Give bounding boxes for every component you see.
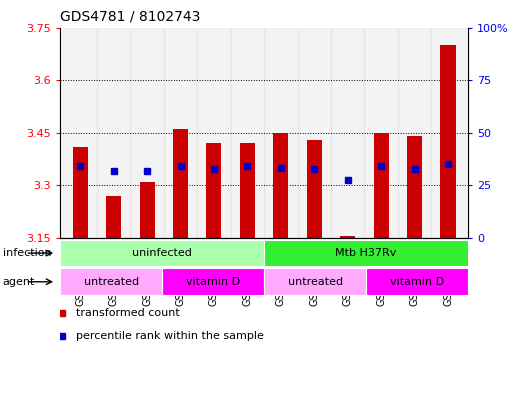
Bar bbox=[130, 28, 164, 238]
Text: vitamin D: vitamin D bbox=[186, 277, 240, 287]
Bar bbox=[60, 240, 264, 266]
Bar bbox=[162, 268, 264, 295]
Text: GDS4781 / 8102743: GDS4781 / 8102743 bbox=[60, 9, 200, 24]
Text: infection: infection bbox=[3, 248, 51, 258]
Bar bbox=[431, 28, 465, 238]
Bar bbox=[207, 143, 221, 238]
Bar bbox=[197, 28, 231, 238]
Bar bbox=[407, 136, 422, 238]
Bar bbox=[173, 129, 188, 238]
Text: agent: agent bbox=[3, 277, 35, 287]
Text: uninfected: uninfected bbox=[132, 248, 192, 258]
Bar bbox=[106, 196, 121, 238]
Bar bbox=[240, 143, 255, 238]
Bar bbox=[340, 236, 355, 238]
Bar bbox=[73, 147, 88, 238]
Text: transformed count: transformed count bbox=[76, 309, 180, 318]
Text: vitamin D: vitamin D bbox=[390, 277, 444, 287]
Text: untreated: untreated bbox=[84, 277, 139, 287]
Bar bbox=[440, 45, 456, 238]
Bar bbox=[140, 182, 155, 238]
Bar bbox=[331, 28, 365, 238]
Bar bbox=[231, 28, 264, 238]
Bar bbox=[298, 28, 331, 238]
Text: Mtb H37Rv: Mtb H37Rv bbox=[335, 248, 397, 258]
Bar bbox=[373, 132, 389, 238]
Bar bbox=[365, 28, 398, 238]
Bar bbox=[307, 140, 322, 238]
Bar bbox=[264, 28, 298, 238]
Bar bbox=[264, 240, 468, 266]
Bar bbox=[264, 268, 366, 295]
Bar bbox=[398, 28, 431, 238]
Bar bbox=[274, 132, 288, 238]
Bar bbox=[164, 28, 197, 238]
Bar bbox=[97, 28, 130, 238]
Bar bbox=[60, 268, 162, 295]
Text: percentile rank within the sample: percentile rank within the sample bbox=[76, 331, 264, 342]
Bar bbox=[63, 28, 97, 238]
Text: untreated: untreated bbox=[288, 277, 343, 287]
Bar bbox=[366, 268, 468, 295]
